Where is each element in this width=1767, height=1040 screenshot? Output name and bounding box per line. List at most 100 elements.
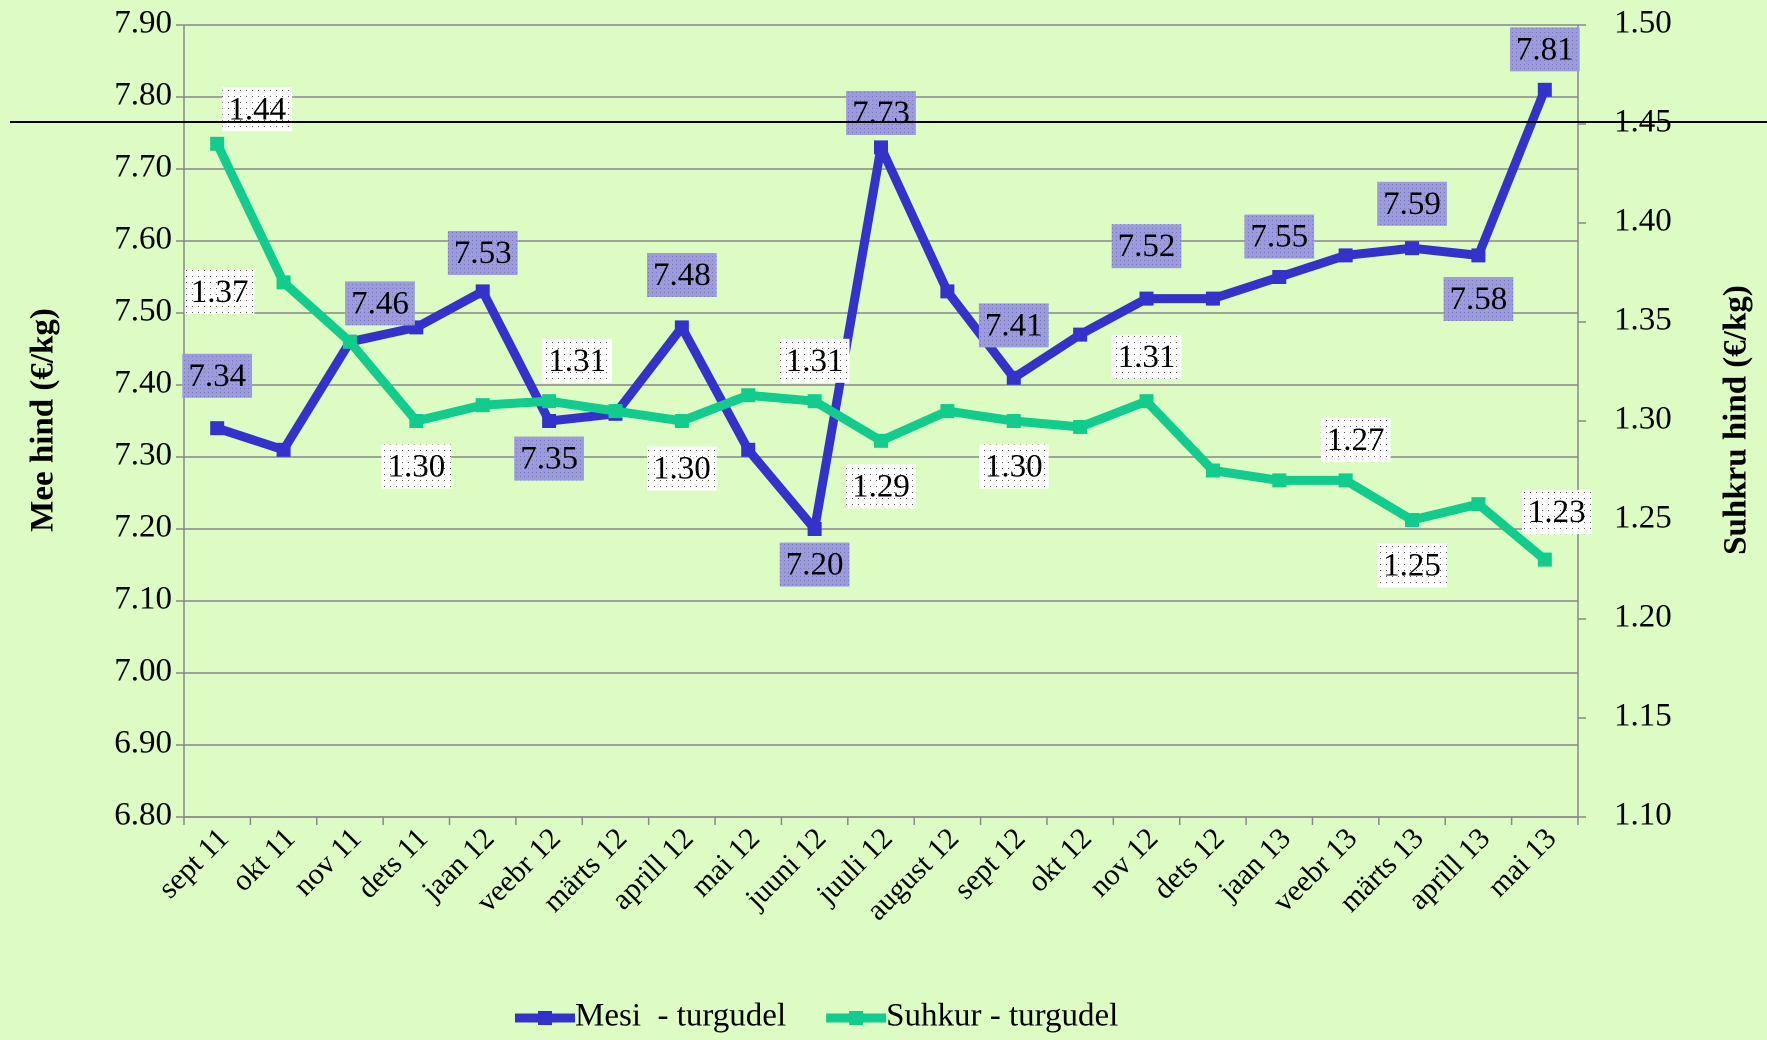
marker (874, 433, 888, 448)
marker (1272, 270, 1287, 284)
y-tick-label: 6.80 (114, 797, 172, 833)
marker (1405, 513, 1420, 527)
y-tick-label: 7.80 (114, 77, 172, 113)
value-label: 7.52 (1118, 228, 1176, 264)
y2-tick-label: 1.40 (1614, 203, 1672, 239)
legend-marker (849, 1011, 864, 1025)
marker (1471, 497, 1486, 512)
value-label: 1.31 (786, 343, 844, 379)
value-label-box (1244, 214, 1315, 259)
y2-tick-label: 1.50 (1614, 5, 1672, 41)
y-axis-title: Mee hind (€/kg) (25, 308, 61, 532)
marker (674, 320, 689, 335)
value-label-box (184, 269, 255, 314)
value-label-box (345, 281, 415, 326)
value-label-box (779, 542, 850, 587)
value-label: 7.41 (985, 307, 1043, 343)
value-label-box (1111, 334, 1182, 379)
marker (674, 414, 689, 428)
value-label-box (646, 252, 717, 297)
marker (741, 442, 756, 457)
value-label-box (1320, 417, 1391, 462)
marker (608, 404, 623, 419)
value-label-box (222, 87, 293, 132)
value-label: 1.30 (387, 449, 445, 485)
y-tick-label: 7.90 (114, 5, 172, 41)
y2-tick-label: 1.20 (1614, 599, 1672, 635)
value-label-box (514, 436, 584, 481)
y-tick-label: 7.10 (114, 581, 172, 617)
marker (276, 442, 291, 457)
value-label: 1.29 (852, 468, 910, 504)
value-label: 7.48 (653, 257, 711, 293)
y-tick-label: 7.30 (114, 437, 172, 473)
value-label-box (779, 338, 850, 383)
marker (210, 421, 225, 436)
marker (807, 394, 822, 409)
value-label-box (447, 230, 518, 275)
value-label-box (1111, 224, 1182, 269)
value-label-box (1377, 181, 1447, 226)
value-label-box (1377, 543, 1447, 588)
value-label: 1.37 (191, 274, 249, 310)
legend-label: Suhkur - turgudel (886, 998, 1118, 1034)
marker (741, 388, 756, 403)
marker (1006, 370, 1021, 385)
y-tick-label: 7.70 (114, 149, 172, 185)
marker (807, 522, 822, 536)
value-label: 7.20 (786, 547, 844, 583)
marker (1537, 552, 1552, 567)
value-label: 1.30 (653, 451, 711, 487)
value-label: 1.30 (985, 449, 1043, 485)
value-label: 1.31 (1118, 339, 1176, 375)
marker (1471, 248, 1486, 263)
y2-tick-label: 1.35 (1614, 302, 1672, 338)
value-label: 7.73 (852, 95, 910, 131)
marker (1139, 291, 1154, 306)
marker (542, 414, 557, 428)
value-label: 1.27 (1327, 422, 1385, 458)
value-label-box (1509, 27, 1580, 72)
marker (475, 398, 490, 413)
marker (1405, 241, 1420, 256)
value-label-box (542, 338, 612, 383)
value-label: 7.53 (454, 235, 512, 271)
value-label: 7.34 (188, 358, 246, 394)
value-label: 1.25 (1383, 548, 1441, 584)
marker (940, 404, 955, 419)
marker (1073, 327, 1088, 342)
marker (276, 275, 291, 290)
value-label-box (846, 464, 916, 509)
marker (210, 136, 225, 151)
y2-tick-label: 1.25 (1614, 500, 1672, 536)
marker (1338, 473, 1353, 488)
legend-label: Mesi - turgudel (575, 998, 786, 1034)
y2-tick-label: 1.10 (1614, 797, 1672, 833)
y2-tick-label: 1.15 (1614, 698, 1672, 734)
value-label-box (182, 353, 253, 398)
y2-axis-title: Suhkru hind (€/kg) (1718, 285, 1754, 555)
value-label-box (646, 446, 717, 491)
value-label: 7.55 (1250, 219, 1308, 255)
marker (342, 334, 357, 349)
y-tick-label: 7.60 (114, 221, 172, 257)
value-label-box (1443, 276, 1514, 321)
value-label-box (1521, 490, 1592, 535)
value-label: 7.59 (1383, 186, 1441, 222)
y-tick-label: 7.50 (114, 293, 172, 329)
marker (1205, 291, 1220, 306)
marker (542, 394, 557, 409)
marker (1272, 473, 1287, 488)
marker (1205, 463, 1220, 478)
value-label: 1.23 (1528, 494, 1586, 530)
value-label: 7.35 (520, 441, 578, 477)
value-label: 7.58 (1450, 281, 1508, 317)
y-tick-label: 7.00 (114, 653, 172, 689)
y2-tick-label: 1.30 (1614, 401, 1672, 437)
y-tick-label: 7.20 (114, 509, 172, 545)
marker (1073, 419, 1088, 434)
value-label: 7.81 (1516, 31, 1574, 67)
legend-marker (538, 1011, 552, 1025)
